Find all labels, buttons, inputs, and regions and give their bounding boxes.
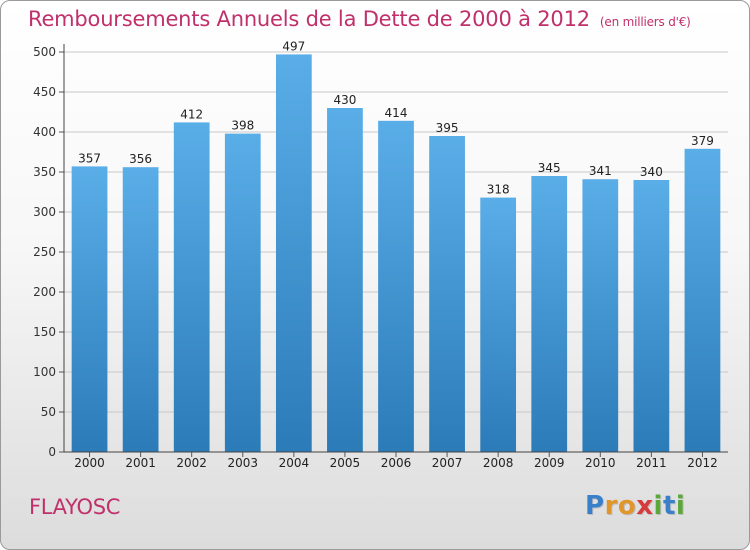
- bar-value-label: 341: [589, 164, 612, 178]
- bar-value-label: 430: [333, 93, 356, 107]
- bar: [224, 133, 261, 452]
- commune-name: FLAYOSC: [29, 495, 121, 519]
- bar-value-label: 497: [282, 39, 305, 53]
- bar: [71, 166, 108, 452]
- bar: [684, 148, 721, 453]
- y-tick-label: 250: [33, 245, 56, 259]
- x-tick-label: 2009: [534, 456, 565, 470]
- bar-value-label: 340: [640, 165, 663, 179]
- x-tick-label: 2005: [330, 456, 361, 470]
- bar-value-label: 395: [436, 121, 459, 135]
- y-tick-label: 50: [41, 405, 56, 419]
- bar-value-label: 318: [487, 183, 510, 197]
- bar: [582, 179, 619, 452]
- bar-value-label: 357: [78, 151, 101, 165]
- y-tick-label: 100: [33, 365, 56, 379]
- logo-letter: r: [604, 491, 618, 521]
- x-tick-label: 2000: [74, 456, 105, 470]
- bar: [531, 176, 568, 452]
- x-tick-label: 2010: [585, 456, 616, 470]
- chart-unit: (en milliers d'€): [599, 15, 691, 29]
- x-tick-label: 2006: [381, 456, 412, 470]
- logo-letter: x: [636, 491, 654, 521]
- logo-letter: i: [675, 491, 686, 521]
- bar: [480, 197, 517, 452]
- bar: [327, 108, 363, 452]
- bar-value-label: 379: [691, 134, 714, 148]
- logo-letter: P: [585, 491, 605, 521]
- x-tick-label: 2003: [227, 456, 258, 470]
- bar-value-label: 412: [180, 107, 203, 121]
- bar: [378, 120, 414, 453]
- axes: 0 50 100 150 200 250 300 350 400 450 500 2000 2001 20…: [33, 44, 728, 470]
- logo-letter: t: [662, 491, 676, 521]
- logo-letter: i: [653, 491, 663, 521]
- bar-value-label: 345: [538, 161, 561, 175]
- x-tick-label: 2007: [432, 456, 463, 470]
- y-tick-label: 400: [33, 125, 56, 139]
- bar-value-label: 414: [385, 106, 408, 120]
- x-tick-label: 2001: [125, 456, 156, 470]
- y-tick-label: 350: [33, 165, 56, 179]
- x-tick-label: 2012: [687, 456, 718, 470]
- bar-value-label: 398: [231, 119, 254, 133]
- bar: [429, 136, 465, 452]
- bar: [122, 167, 159, 452]
- x-tick-label: 2008: [483, 456, 514, 470]
- bar-value-label: 356: [129, 152, 152, 166]
- x-tick-label: 2011: [636, 456, 667, 470]
- y-tick-label: 500: [33, 45, 56, 59]
- bar: [633, 180, 670, 452]
- x-tick-label: 2002: [176, 456, 207, 470]
- y-tick-label: 0: [48, 445, 56, 459]
- x-tick-label: 2004: [279, 456, 310, 470]
- proxiti-logo: Proxiti: [585, 491, 685, 521]
- bar: [275, 54, 312, 453]
- y-tick-label: 300: [33, 205, 56, 219]
- chart-title-text: Remboursements Annuels de la Dette de 20…: [28, 7, 590, 31]
- chart-title: Remboursements Annuels de la Dette de 20…: [28, 7, 691, 31]
- y-tick-label: 450: [33, 85, 56, 99]
- bars: 357 356 412 398 497 430 414 395 318 345 341 340 379: [71, 39, 721, 453]
- logo-letter: o: [617, 491, 637, 521]
- y-tick-label: 150: [33, 325, 56, 339]
- bar: [173, 122, 210, 453]
- y-tick-label: 200: [33, 285, 56, 299]
